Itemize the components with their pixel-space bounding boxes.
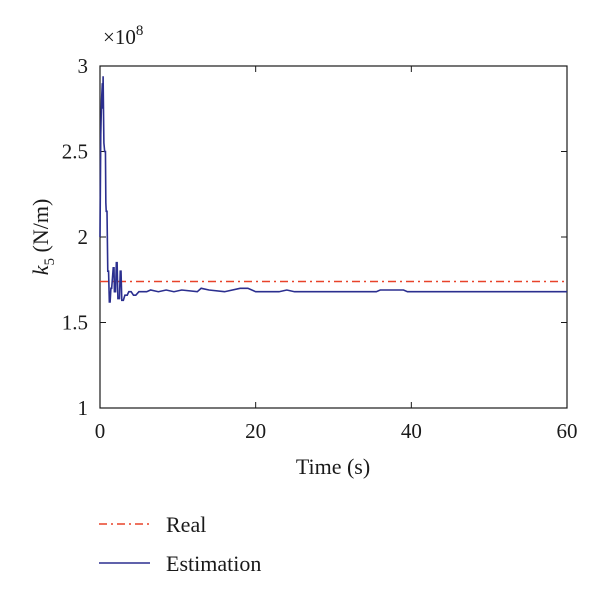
legend-label-real: Real [166, 512, 206, 537]
x-tick-label: 40 [401, 419, 422, 443]
y-tick-label: 2.5 [62, 140, 88, 164]
y-tick-label: 2 [78, 225, 89, 249]
x-axis-label: Time (s) [296, 454, 370, 479]
legend: Real Estimation [99, 512, 261, 576]
y-tick-label: 3 [78, 54, 89, 78]
tick-labels: 0 20 40 60 1 1.5 2 2.5 3 [62, 54, 578, 443]
axis-ticks [99, 65, 568, 409]
y-axis-label: k5 (N/m) [28, 199, 58, 276]
x-tick-label: 0 [95, 419, 106, 443]
series-lines [99, 76, 567, 303]
x-tick-label: 20 [245, 419, 266, 443]
legend-label-estimation: Estimation [166, 551, 261, 576]
x-tick-label: 60 [557, 419, 578, 443]
y-tick-label: 1.5 [62, 311, 88, 335]
plot-frame [99, 65, 568, 409]
y-multiplier-label: ×108 [103, 23, 143, 49]
series-line-estimation [99, 76, 567, 303]
y-tick-label: 1 [78, 396, 89, 420]
